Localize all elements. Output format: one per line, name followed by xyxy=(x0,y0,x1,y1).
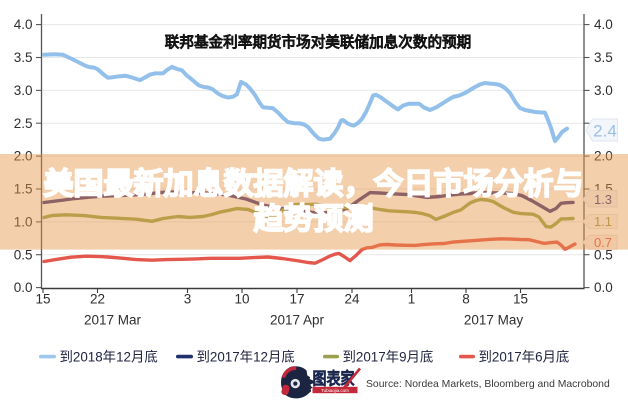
svg-text:0.5: 0.5 xyxy=(594,247,613,262)
svg-text:0.7: 0.7 xyxy=(594,235,612,250)
svg-text:24: 24 xyxy=(344,292,360,307)
svg-text:2.0: 2.0 xyxy=(14,149,33,164)
svg-text:到2018年12月底: 到2018年12月底 xyxy=(60,350,158,365)
svg-text:到2017年12月底: 到2017年12月底 xyxy=(197,350,295,365)
svg-text:22: 22 xyxy=(90,292,105,307)
svg-text:1.1: 1.1 xyxy=(594,214,612,229)
svg-text:3.5: 3.5 xyxy=(14,50,33,65)
svg-text:1: 1 xyxy=(408,292,416,307)
svg-text:图表家: 图表家 xyxy=(313,369,355,389)
svg-text:17: 17 xyxy=(289,292,304,307)
svg-text:联邦基金利率期货市场对美联储加息次数的预期: 联邦基金利率期货市场对美联储加息次数的预期 xyxy=(165,33,471,51)
svg-text:0.0: 0.0 xyxy=(14,280,33,295)
svg-text:1.3: 1.3 xyxy=(594,192,612,207)
svg-text:8: 8 xyxy=(462,292,470,307)
svg-text:2017 May: 2017 May xyxy=(464,313,524,328)
svg-text:3.0: 3.0 xyxy=(14,83,33,98)
svg-text:美国最新加息数据解读，今日市场分析与: 美国最新加息数据解读，今日市场分析与 xyxy=(44,167,584,201)
svg-text:0.5: 0.5 xyxy=(14,247,33,262)
svg-text:3: 3 xyxy=(184,292,192,307)
svg-text:2.0: 2.0 xyxy=(594,149,613,164)
svg-text:到2017年9月底: 到2017年9月底 xyxy=(343,350,434,365)
svg-text:2017 Mar: 2017 Mar xyxy=(84,313,142,328)
svg-text:4.0: 4.0 xyxy=(14,17,33,32)
svg-text:1.5: 1.5 xyxy=(14,182,33,197)
svg-text:Source: Nordea Markets, Bloomb: Source: Nordea Markets, Bloomberg and Ma… xyxy=(366,379,610,390)
svg-text:4.0: 4.0 xyxy=(594,17,613,32)
svg-text:趋势预测: 趋势预测 xyxy=(254,203,374,236)
svg-text:15: 15 xyxy=(513,292,528,307)
svg-text:Tubiaojia.com: Tubiaojia.com xyxy=(321,388,349,393)
svg-text:15: 15 xyxy=(35,292,50,307)
svg-text:2.4: 2.4 xyxy=(593,122,617,141)
svg-text:3.0: 3.0 xyxy=(594,83,613,98)
svg-text:3.5: 3.5 xyxy=(594,50,613,65)
svg-text:1.0: 1.0 xyxy=(14,215,33,230)
svg-text:10: 10 xyxy=(234,292,249,307)
svg-text:2017 Apr: 2017 Apr xyxy=(270,313,325,328)
svg-text:0.0: 0.0 xyxy=(594,280,613,295)
svg-text:到2017年6月底: 到2017年6月底 xyxy=(479,350,570,365)
svg-text:2.5: 2.5 xyxy=(14,116,33,131)
